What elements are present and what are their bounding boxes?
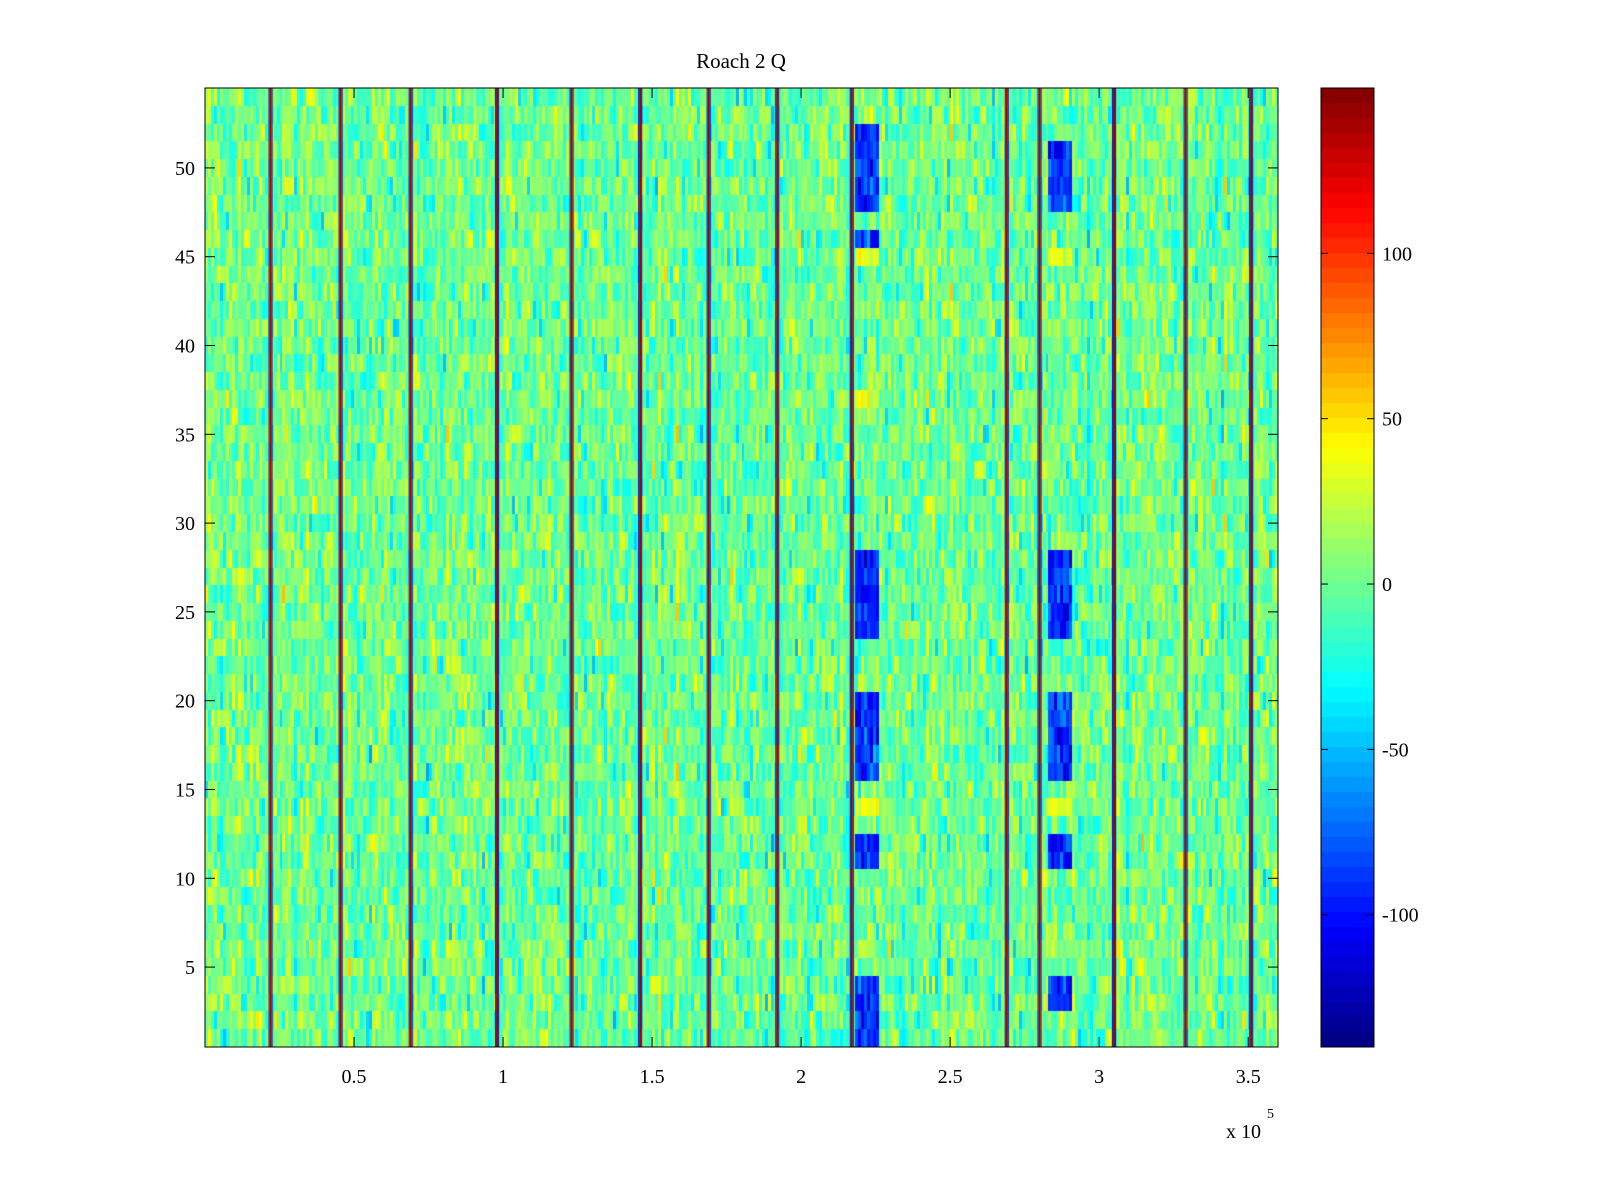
colorbar-ticks: -100 -50 0 50 100 bbox=[1321, 243, 1419, 927]
heatmap-image bbox=[205, 88, 1278, 1047]
colorbar: -100 -50 0 50 100 bbox=[1320, 87, 1419, 1048]
x-tick-label: 1.5 bbox=[640, 1066, 665, 1088]
colorbar-frame bbox=[1320, 87, 1375, 1048]
y-tick-label: 25 bbox=[175, 602, 195, 624]
x-tick-label: 2.5 bbox=[938, 1066, 963, 1088]
x-tick-label: 2 bbox=[796, 1066, 806, 1088]
plot-frame bbox=[204, 87, 1279, 1048]
colorbar-tick-label: -50 bbox=[1382, 739, 1409, 761]
heatmap-plot-area bbox=[204, 87, 1279, 1048]
x-tick-label: 3.5 bbox=[1236, 1066, 1261, 1088]
y-tick-label: 10 bbox=[175, 868, 195, 890]
x-tick-label: 3 bbox=[1094, 1066, 1104, 1088]
colorbar-tick-label: -100 bbox=[1382, 905, 1419, 927]
y-tick-label: 50 bbox=[175, 158, 195, 180]
y-axis-ticks: 5 10 15 20 25 30 35 40 45 50 bbox=[175, 158, 1278, 979]
y-tick-label: 40 bbox=[175, 336, 195, 358]
colorbar-tick-label: 100 bbox=[1382, 243, 1412, 265]
chart-title: Roach 2 Q bbox=[696, 49, 786, 73]
y-tick-label: 45 bbox=[175, 247, 195, 269]
y-tick-label: 5 bbox=[185, 957, 195, 979]
x-tick-label: 0.5 bbox=[342, 1066, 367, 1088]
x-axis-multiplier: x 10 5 bbox=[1226, 1107, 1274, 1143]
y-tick-label: 35 bbox=[175, 424, 195, 446]
x-axis-ticks: 0.5 1 1.5 2 2.5 3 3.5 bbox=[342, 88, 1261, 1088]
x-tick-label: 1 bbox=[498, 1066, 508, 1088]
colorbar-tick-label: 0 bbox=[1382, 574, 1392, 596]
y-tick-label: 30 bbox=[175, 513, 195, 535]
y-tick-label: 20 bbox=[175, 691, 195, 713]
colorbar-tick-label: 50 bbox=[1382, 409, 1402, 431]
colorbar-gradient bbox=[1321, 88, 1374, 1047]
y-tick-label: 15 bbox=[175, 779, 195, 801]
x-multiplier-label: x 10 bbox=[1226, 1121, 1261, 1143]
x-multiplier-exponent: 5 bbox=[1267, 1107, 1274, 1122]
